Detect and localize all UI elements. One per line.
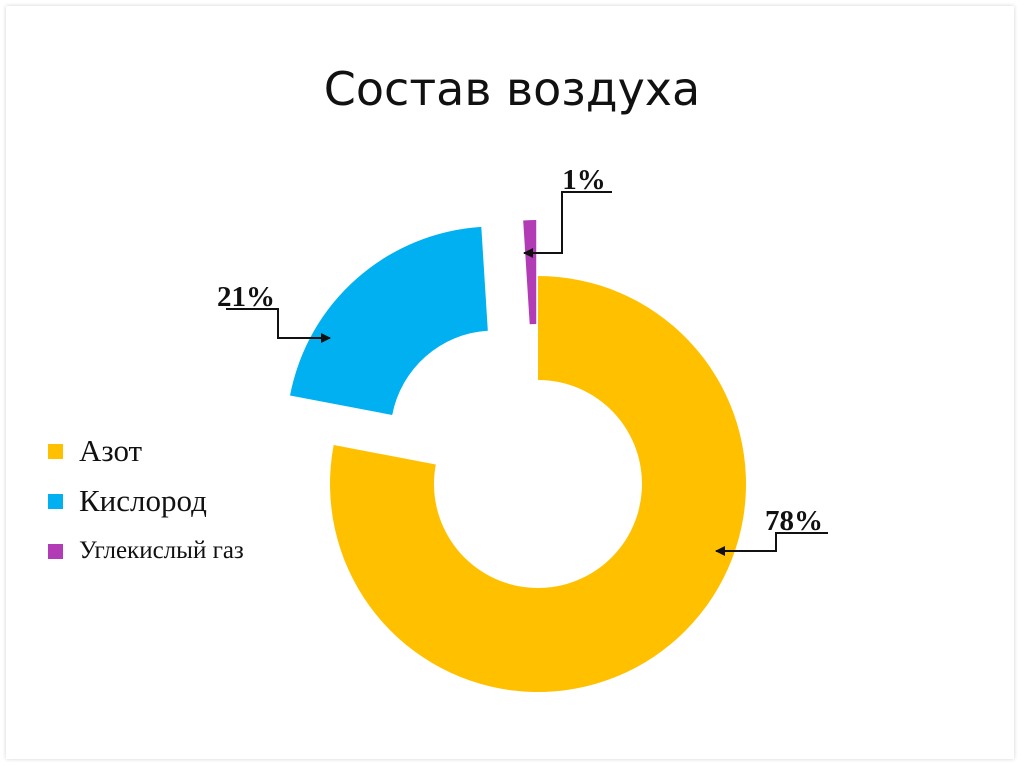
data-label-co2: 1% [562, 164, 606, 196]
leader-oxygen [226, 308, 331, 343]
legend-label-oxygen: Кислород [79, 483, 207, 518]
legend-item-oxygen: Кислород [48, 476, 244, 526]
data-label-oxygen: 21% [217, 281, 275, 313]
legend-label-co2: Углекислый газ [79, 537, 244, 564]
data-label-nitrogen: 78% [765, 505, 823, 537]
legend-item-co2: Углекислый газ [48, 526, 244, 576]
legend-swatch-nitrogen [48, 443, 63, 459]
chart-legend: Азот Кислород Углекислый газ [48, 426, 244, 576]
slice-co2 [523, 220, 537, 325]
legend-item-nitrogen: Азот [48, 426, 244, 476]
legend-label-nitrogen: Азот [79, 433, 143, 468]
legend-swatch-co2 [48, 543, 63, 559]
leader-nitrogen [715, 532, 828, 556]
legend-swatch-oxygen [48, 493, 63, 509]
leader-co2 [523, 191, 612, 258]
slide-title: Состав воздуха [323, 62, 701, 116]
slice-oxygen [290, 226, 488, 416]
slice-nitrogen [330, 276, 747, 692]
